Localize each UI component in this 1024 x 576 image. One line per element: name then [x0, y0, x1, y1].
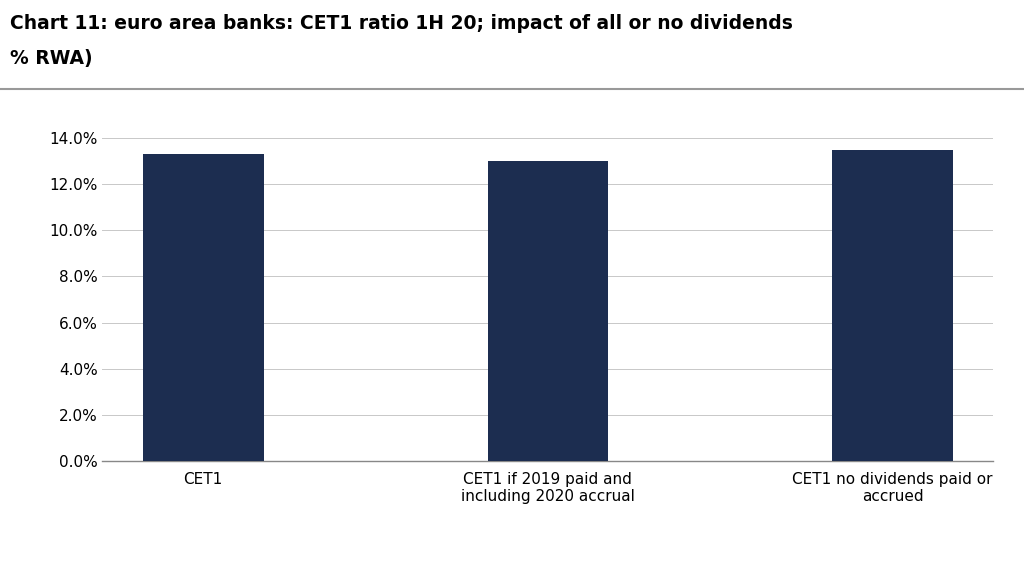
- Bar: [143, 154, 263, 461]
- Text: Chart 11: euro area banks: CET1 ratio 1H 20; impact of all or no dividends: Chart 11: euro area banks: CET1 ratio 1H…: [10, 14, 794, 33]
- Text: % RWA): % RWA): [10, 49, 93, 68]
- Bar: [833, 150, 952, 461]
- Bar: [487, 161, 608, 461]
